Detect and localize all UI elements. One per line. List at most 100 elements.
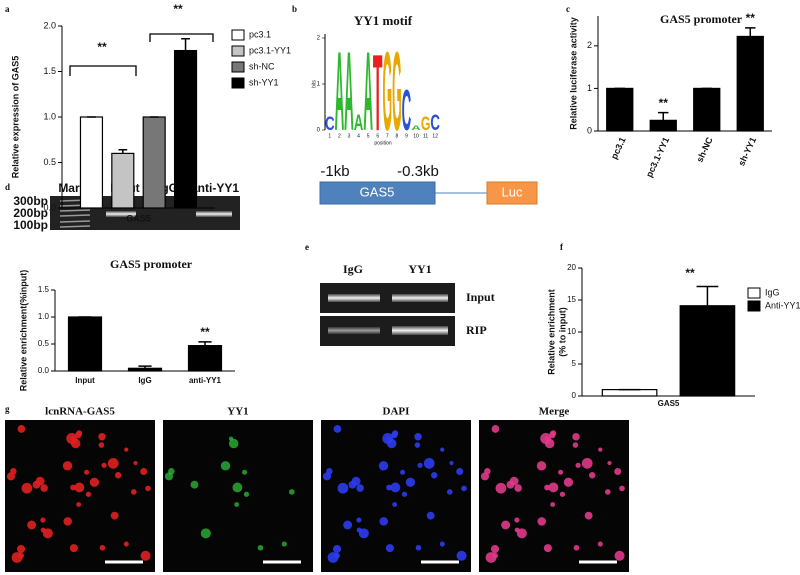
motif-letter-group: G	[392, 30, 402, 155]
motif-letter: G	[392, 30, 402, 155]
cell	[392, 502, 398, 507]
cell	[558, 469, 564, 475]
motif-letter: G	[421, 113, 431, 135]
x-tick-label: GAS5	[658, 399, 680, 408]
cell	[430, 472, 438, 479]
cell	[281, 541, 287, 547]
cell	[588, 472, 596, 479]
cell	[232, 482, 243, 493]
cell	[449, 460, 454, 466]
cell	[16, 544, 26, 554]
motif-letter-group: C	[402, 79, 412, 143]
y-tick-label: 0	[587, 125, 592, 135]
y-tick-label: 0.5	[38, 339, 50, 348]
cell	[543, 544, 552, 553]
cell	[581, 457, 593, 469]
motif-letter: A	[344, 30, 354, 155]
cell	[423, 457, 435, 469]
annotation: **	[659, 96, 669, 110]
cell	[351, 476, 361, 486]
panel-label: b	[292, 4, 297, 14]
cell	[84, 469, 90, 475]
x-tick-label: IgG	[138, 376, 151, 385]
cell	[114, 472, 122, 479]
cell	[456, 550, 467, 561]
cell	[390, 482, 401, 493]
position-label: 2	[338, 133, 341, 139]
cell	[110, 511, 119, 520]
y-tick-label: 1.0	[38, 312, 50, 321]
y-axis-label: bits	[311, 80, 317, 88]
x-tick-label: GAS5	[126, 213, 151, 223]
cell	[415, 544, 422, 551]
motif-letter-group: T	[373, 31, 383, 154]
micrograph-title: Merge	[539, 406, 570, 418]
cell	[358, 528, 369, 539]
cell	[490, 544, 500, 554]
cell	[356, 484, 364, 492]
position-label: 9	[405, 133, 408, 139]
legend-label: Anti-YY1	[765, 300, 800, 310]
y-tick-label: 1	[317, 82, 321, 88]
x-axis-label: position	[374, 140, 391, 146]
y-tick-label: 1.5	[38, 285, 50, 294]
cell	[333, 425, 342, 433]
y-axis-label: (% to input)	[557, 307, 567, 356]
cell	[334, 552, 340, 559]
lane-label: IgG	[343, 262, 363, 276]
cell	[614, 467, 622, 476]
error-bar	[745, 27, 756, 37]
panel-label: e	[305, 242, 309, 252]
cell	[40, 517, 46, 523]
motif-letter-group: A	[411, 125, 421, 132]
cell	[414, 442, 421, 448]
cell	[164, 472, 174, 481]
y-axis-label: Relative enrichment(%input)	[18, 270, 28, 392]
cell	[492, 552, 498, 559]
micrograph-title: lcnRNA-GAS5	[45, 406, 115, 418]
cell	[140, 467, 148, 476]
cell	[573, 544, 580, 551]
significance-bracket	[69, 65, 137, 76]
cell	[69, 544, 78, 553]
cell	[598, 447, 603, 452]
error-bar	[118, 149, 128, 154]
x-tick-label: anti-YY1	[189, 376, 222, 385]
cell	[140, 550, 151, 561]
row-label: RIP	[466, 323, 487, 337]
legend-label: sh-NC	[249, 61, 275, 71]
cell	[288, 489, 295, 495]
bar	[601, 389, 658, 397]
x-tick-label: pc3.1-YY1	[644, 136, 671, 179]
cell	[27, 520, 37, 530]
bar	[679, 305, 736, 397]
cell	[337, 482, 349, 494]
motif-letter: A	[411, 125, 421, 132]
cell	[501, 520, 511, 530]
position-label: 7	[386, 133, 389, 139]
position-label: 10	[413, 133, 419, 139]
size-label: 100bp	[13, 218, 48, 232]
error-bar	[198, 341, 212, 346]
gel-band	[106, 211, 136, 217]
cell	[563, 477, 574, 487]
bar	[187, 345, 223, 372]
cell	[343, 520, 353, 530]
cell	[63, 517, 72, 526]
micrographs	[5, 420, 629, 572]
bar	[79, 116, 104, 209]
y-tick-label: 0.5	[43, 157, 56, 167]
y-tick-label: 1.0	[43, 111, 56, 121]
x-tick-label: Input	[75, 376, 95, 385]
y-tick-label: 2.0	[43, 20, 56, 30]
y-tick-label: 1	[587, 83, 592, 93]
bar	[173, 49, 198, 209]
error-bar	[138, 365, 152, 369]
cell	[514, 484, 522, 492]
cell	[322, 472, 332, 481]
motif-letter: T	[373, 31, 383, 154]
cell	[133, 460, 138, 466]
reporter-label: Luc	[502, 184, 523, 199]
cell	[414, 432, 422, 441]
motif-letter-group: A	[354, 111, 364, 136]
